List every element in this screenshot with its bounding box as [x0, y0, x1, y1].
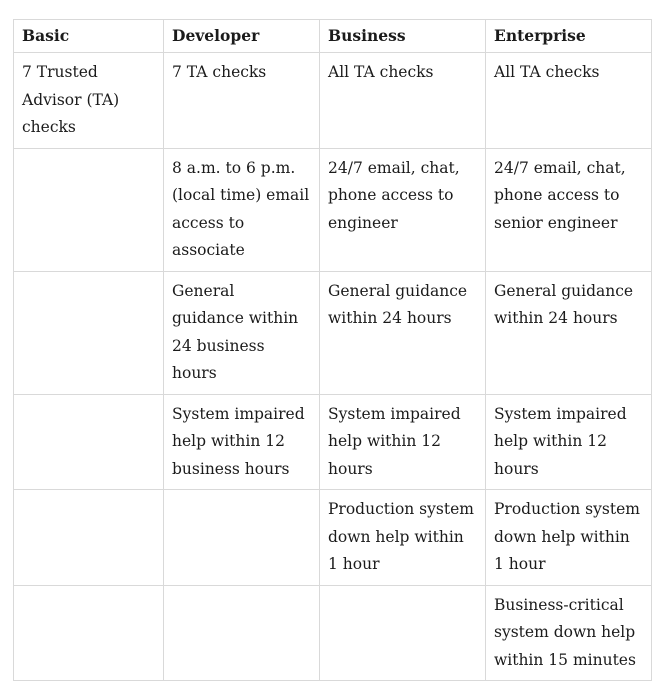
table-row: General guidance within 24 business hour… — [13, 270, 652, 395]
table-cell: 7 TA checks — [163, 52, 320, 149]
header-developer: Developer — [163, 19, 320, 53]
table-cell: General guidance within 24 business hour… — [163, 270, 320, 395]
table-cell: Production system down help within 1 hou… — [319, 489, 486, 586]
table-cell: System impaired help within 12 hours — [485, 393, 652, 490]
table-cell — [13, 393, 164, 490]
table-cell — [163, 489, 320, 586]
table-cell: 24/7 email, chat, phone access to senior… — [485, 147, 652, 272]
header-row: Basic Developer Business Enterprise — [13, 19, 652, 53]
header-basic: Basic — [13, 19, 164, 53]
table-cell: 24/7 email, chat, phone access to engine… — [319, 147, 486, 272]
table-cell: System impaired help within 12 hours — [319, 393, 486, 490]
table-cell — [13, 489, 164, 586]
table-cell — [13, 584, 164, 681]
table-cell — [13, 270, 164, 395]
table-cell — [163, 584, 320, 681]
table-cell — [13, 147, 164, 272]
table-row: Production system down help within 1 hou… — [13, 489, 652, 586]
header-enterprise: Enterprise — [485, 19, 652, 53]
table-cell: All TA checks — [485, 52, 652, 149]
table-cell: 7 Trusted Advisor (TA) checks — [13, 52, 164, 149]
table-cell: General guidance within 24 hours — [485, 270, 652, 395]
table-cell: Business-critical system down help withi… — [485, 584, 652, 681]
support-plans-table: Basic Developer Business Enterprise 7 Tr… — [13, 19, 652, 681]
table-row: 8 a.m. to 6 p.m. (local time) email acce… — [13, 147, 652, 272]
table-cell: System impaired help within 12 business … — [163, 393, 320, 490]
table-row: System impaired help within 12 business … — [13, 393, 652, 490]
header-business: Business — [319, 19, 486, 53]
table-cell: General guidance within 24 hours — [319, 270, 486, 395]
table-cell — [319, 584, 486, 681]
table-cell: Production system down help within 1 hou… — [485, 489, 652, 586]
table-cell: 8 a.m. to 6 p.m. (local time) email acce… — [163, 147, 320, 272]
table-row: 7 Trusted Advisor (TA) checks 7 TA check… — [13, 52, 652, 149]
table-cell: All TA checks — [319, 52, 486, 149]
table-row: Business-critical system down help withi… — [13, 584, 652, 681]
support-plans-table-wrapper: Basic Developer Business Enterprise 7 Tr… — [13, 19, 652, 681]
